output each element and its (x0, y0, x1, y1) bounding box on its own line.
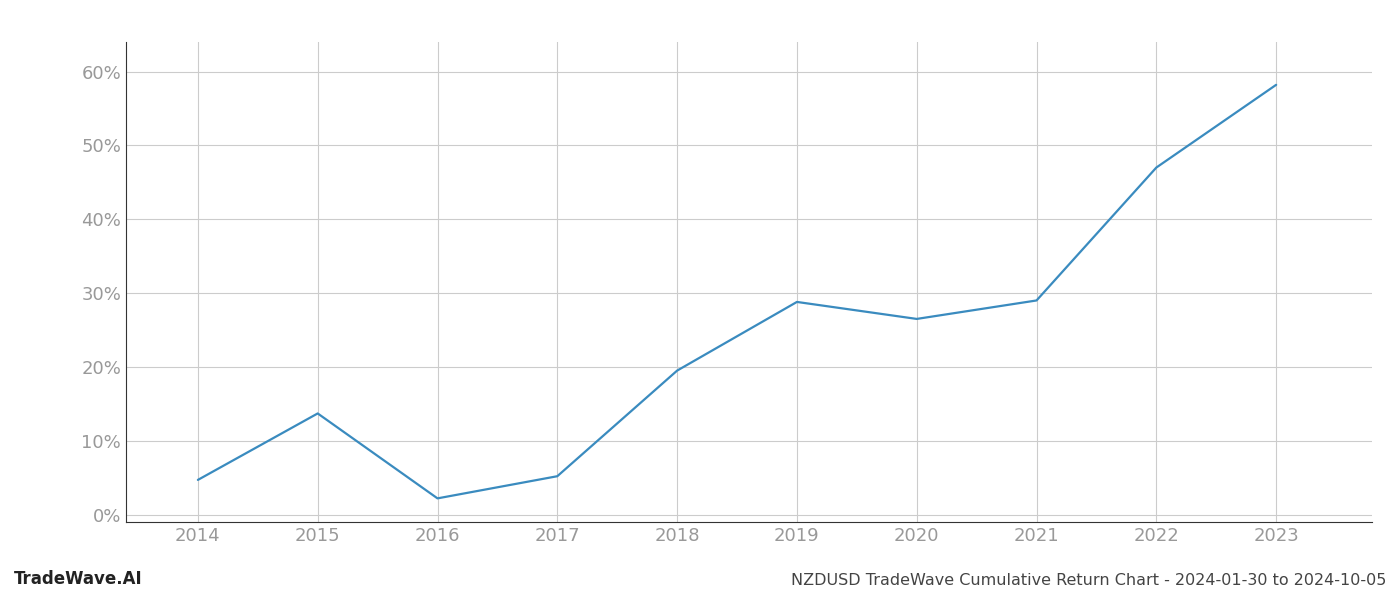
Text: NZDUSD TradeWave Cumulative Return Chart - 2024-01-30 to 2024-10-05: NZDUSD TradeWave Cumulative Return Chart… (791, 573, 1386, 588)
Text: TradeWave.AI: TradeWave.AI (14, 570, 143, 588)
